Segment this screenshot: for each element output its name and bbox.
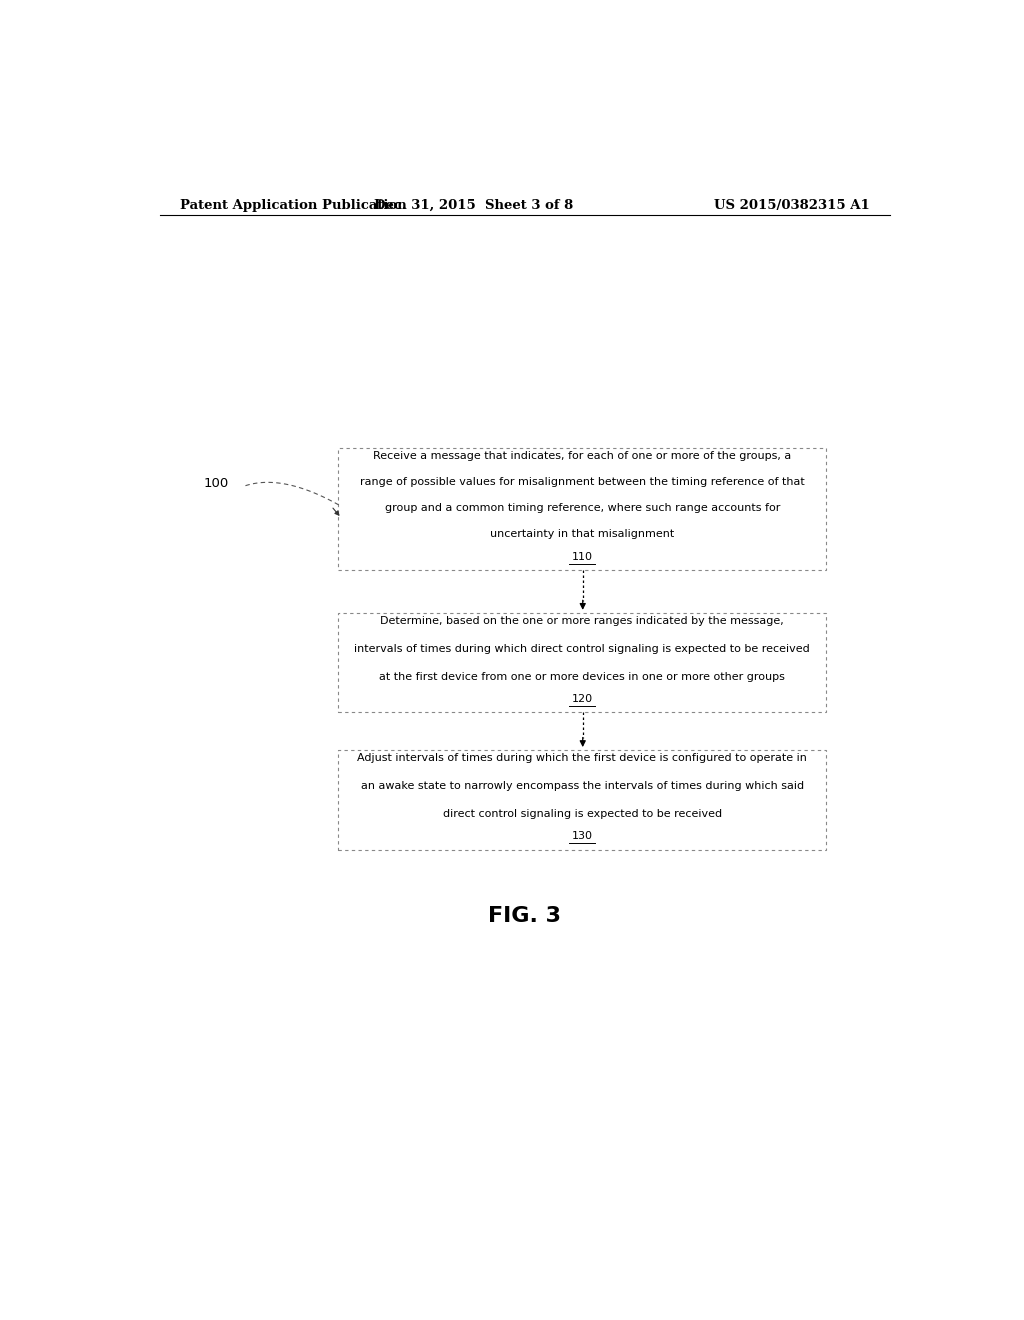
Text: Receive a message that indicates, for each of one or more of the groups, a: Receive a message that indicates, for ea…	[373, 451, 792, 461]
Text: 120: 120	[571, 694, 593, 704]
Text: direct control signaling is expected to be received: direct control signaling is expected to …	[442, 809, 722, 818]
Bar	[338, 612, 826, 713]
Text: 110: 110	[571, 552, 593, 562]
Text: uncertainty in that misalignment: uncertainty in that misalignment	[490, 529, 675, 540]
Text: Determine, based on the one or more ranges indicated by the message,: Determine, based on the one or more rang…	[381, 616, 784, 626]
Bar	[338, 750, 826, 850]
Text: Dec. 31, 2015  Sheet 3 of 8: Dec. 31, 2015 Sheet 3 of 8	[374, 198, 572, 211]
Text: intervals of times during which direct control signaling is expected to be recei: intervals of times during which direct c…	[354, 644, 810, 653]
Text: FIG. 3: FIG. 3	[488, 906, 561, 925]
Bar	[338, 447, 826, 570]
Text: Adjust intervals of times during which the first device is configured to operate: Adjust intervals of times during which t…	[357, 754, 807, 763]
Text: Patent Application Publication: Patent Application Publication	[179, 198, 407, 211]
Text: 100: 100	[204, 477, 228, 490]
Text: US 2015/0382315 A1: US 2015/0382315 A1	[715, 198, 870, 211]
Text: range of possible values for misalignment between the timing reference of that: range of possible values for misalignmen…	[360, 478, 805, 487]
Text: an awake state to narrowly encompass the intervals of times during which said: an awake state to narrowly encompass the…	[360, 781, 804, 791]
Text: at the first device from one or more devices in one or more other groups: at the first device from one or more dev…	[380, 672, 785, 681]
Text: 130: 130	[571, 832, 593, 841]
Text: group and a common timing reference, where such range accounts for: group and a common timing reference, whe…	[385, 503, 780, 513]
